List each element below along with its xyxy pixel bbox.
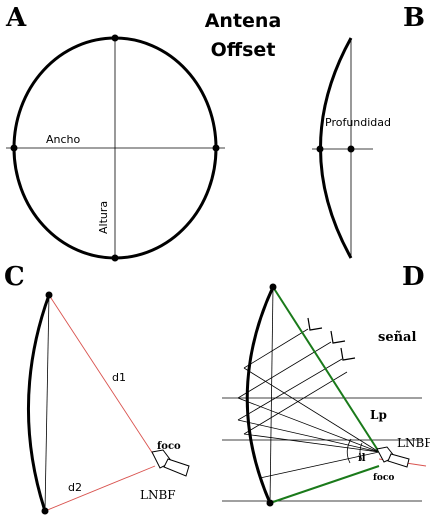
d1-line (48, 294, 156, 458)
depth-point-right (347, 145, 355, 153)
lp-line-top (272, 286, 380, 453)
depth-label: Profundidad (325, 116, 391, 129)
height-label: Altura (97, 201, 110, 234)
dish-c-chord (44, 294, 50, 512)
angle-arc-inner (359, 442, 363, 461)
width-label: Ancho (46, 133, 81, 146)
reflected-rays (237, 367, 380, 479)
lnbf-label-d: LNBF (397, 436, 430, 450)
depth-point-left (316, 145, 324, 153)
dish-d-outline (245, 286, 275, 504)
lnbf-icon (151, 449, 190, 477)
d2-label: d2 (68, 481, 82, 494)
lp-label: Lp (370, 408, 387, 422)
lnbf-label-c: LNBF (140, 488, 176, 502)
angle-arc-outer (346, 438, 352, 464)
right-point (212, 144, 220, 152)
title-line-2: Offset (211, 39, 276, 61)
panel-c-letter: C (4, 262, 25, 292)
arrow-icons (307, 317, 356, 361)
dish-d-chord (269, 286, 274, 504)
angle-label: il (358, 453, 366, 464)
d1-label: d1 (112, 371, 126, 384)
dish-side-outline (319, 37, 353, 259)
focus-label-c: foco (157, 441, 181, 452)
focus-label-d: foco (373, 473, 394, 483)
bottom-point (111, 254, 119, 262)
lp-line-bottom (269, 465, 380, 504)
title-line-1: Antena (205, 10, 282, 32)
panel-b-letter: B (403, 3, 425, 33)
left-point (10, 144, 18, 152)
reference-lines (222, 397, 422, 502)
signal-label: señal (378, 330, 416, 345)
lnbf-d-icon (376, 446, 410, 468)
dish-c-top-point (45, 291, 53, 299)
top-point (111, 34, 119, 42)
panel-d-letter: D (402, 262, 425, 292)
dish-d-top-point (269, 283, 277, 291)
dish-c-outline (26, 294, 51, 512)
dish-d-bottom-point (266, 499, 274, 507)
dish-c-bottom-point (41, 507, 49, 515)
d2-line (44, 465, 156, 512)
panel-a-letter: A (5, 3, 27, 33)
